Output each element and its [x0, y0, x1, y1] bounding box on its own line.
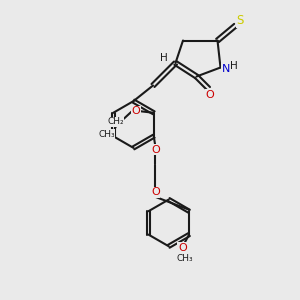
Text: CH₂: CH₂: [107, 117, 124, 126]
Text: O: O: [206, 90, 214, 100]
Text: H: H: [230, 61, 238, 71]
Text: O: O: [178, 243, 187, 253]
Text: O: O: [151, 145, 160, 155]
Text: CH₃: CH₃: [176, 254, 193, 263]
Text: O: O: [151, 187, 160, 197]
Text: H: H: [160, 53, 168, 64]
Text: S: S: [236, 14, 244, 28]
Text: N: N: [222, 64, 230, 74]
Text: CH₃: CH₃: [98, 130, 115, 139]
Text: O: O: [131, 106, 140, 116]
